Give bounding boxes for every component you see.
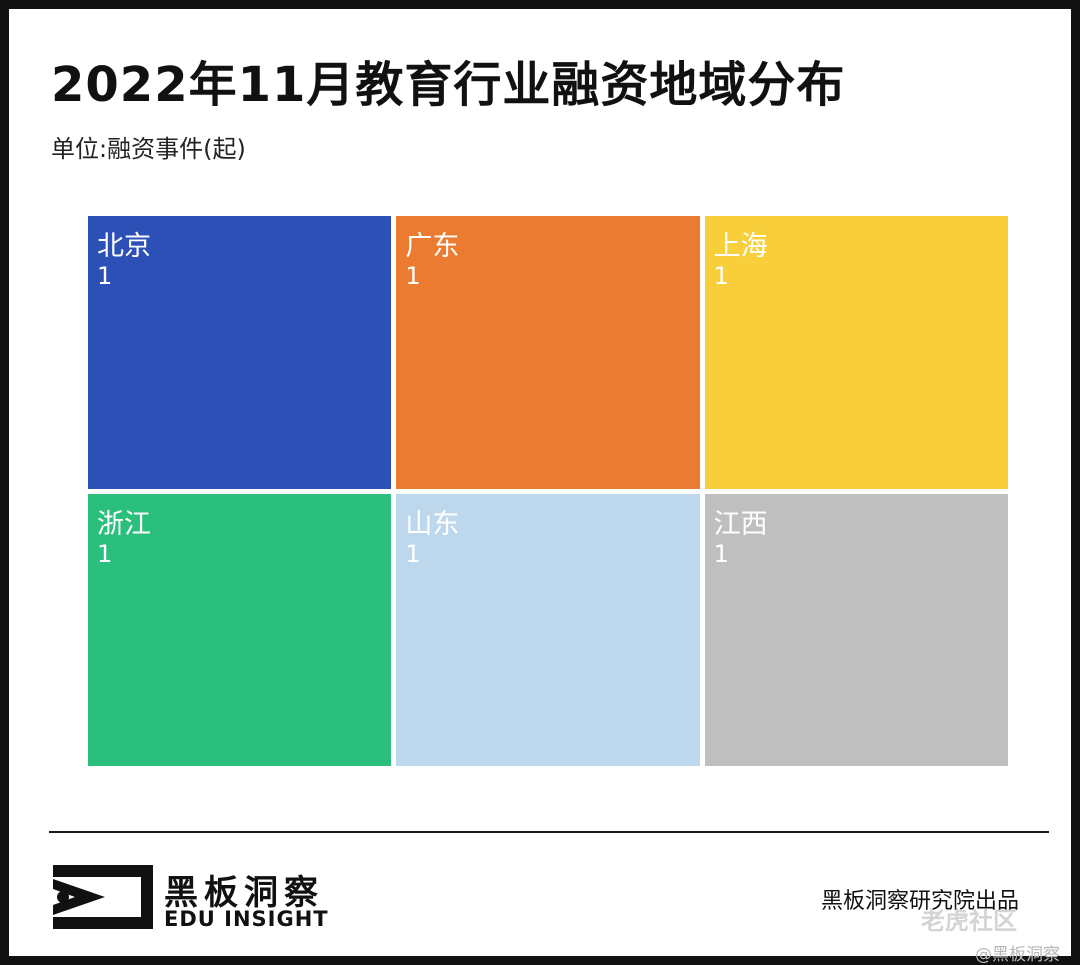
treemap-tile: 上海 1 [704, 216, 1008, 489]
chart-title: 2022年11月教育行业融资地域分布 [51, 57, 846, 113]
tile-region-label: 江西 [713, 508, 768, 540]
tile-value-label: 1 [713, 539, 729, 568]
tile-value-label: 1 [713, 262, 729, 290]
source-handle: @黑板洞察 [975, 945, 1060, 965]
tile-region-label: 浙江 [97, 508, 151, 540]
unit-label: 单位:融资事件(起) [51, 135, 246, 163]
watermark-text: 老虎社区 [921, 907, 1017, 935]
footer-divider [49, 831, 1049, 833]
tile-value-label: 1 [97, 262, 113, 290]
tile-region-label: 北京 [97, 231, 151, 262]
tile-region-label: 山东 [405, 508, 460, 540]
treemap-tile: 浙江 1 [88, 493, 392, 766]
treemap-tile: 山东 1 [396, 493, 700, 766]
treemap-tile: 江西 1 [704, 493, 1008, 766]
tile-value-label: 1 [405, 539, 421, 568]
brand-name-en: EDU INSIGHT [164, 907, 329, 931]
treemap-tile: 广东 1 [396, 216, 700, 489]
tile-value-label: 1 [405, 262, 421, 290]
tile-value-label: 1 [97, 539, 113, 568]
tile-region-label: 广东 [405, 231, 460, 262]
edu-insight-logo-icon [53, 865, 153, 929]
credit-text: 黑板洞察研究院出品 [821, 889, 1020, 914]
treemap-tile: 北京 1 [88, 216, 392, 489]
treemap-chart: 北京 1 广东 1 上海 1 浙江 1 山东 1 江西 1 [88, 216, 1008, 766]
brand-name-cn: 黑板洞察 [164, 873, 324, 913]
tile-region-label: 上海 [713, 231, 768, 262]
